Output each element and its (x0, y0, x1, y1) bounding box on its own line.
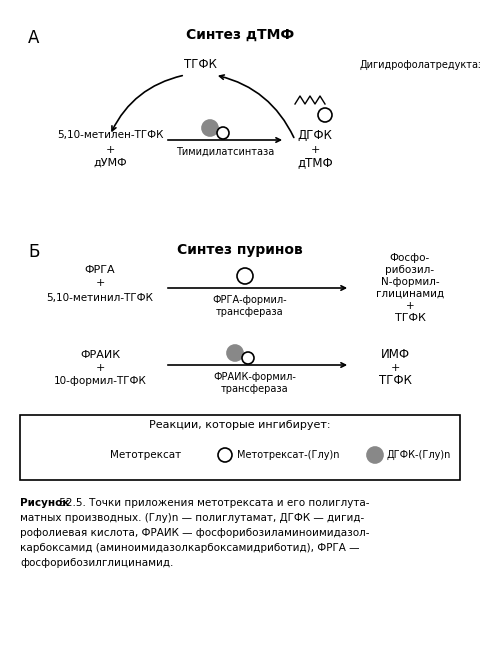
Circle shape (227, 345, 242, 361)
Text: дТМФ: дТМФ (297, 156, 332, 170)
Text: ФРГА: ФРГА (84, 265, 115, 275)
Text: трансфераза: трансфераза (221, 384, 288, 394)
Text: ФРАИК: ФРАИК (80, 350, 120, 360)
Text: Б: Б (28, 243, 39, 261)
Text: +: + (310, 145, 319, 155)
Text: карбоксамид (аминоимидазолкарбоксамидриботид), ФРГА —: карбоксамид (аминоимидазолкарбоксамидриб… (20, 543, 359, 553)
Text: +: + (95, 363, 105, 373)
Circle shape (317, 108, 331, 122)
Text: 52.5. Точки приложения метотрексата и его полиглута-: 52.5. Точки приложения метотрексата и ег… (56, 498, 369, 508)
Text: ТГФК: ТГФК (394, 313, 424, 323)
Circle shape (241, 352, 253, 364)
Text: +: + (405, 301, 413, 311)
Text: трансфераза: трансфераза (216, 307, 283, 317)
Text: А: А (28, 29, 39, 47)
Text: Синтез дТМФ: Синтез дТМФ (185, 28, 293, 42)
Circle shape (216, 127, 228, 139)
Text: +: + (95, 278, 105, 288)
Text: +: + (389, 363, 399, 373)
Text: Фосфо-: Фосфо- (389, 253, 429, 263)
Text: Метотрексат-(Глу)n: Метотрексат-(Глу)n (237, 450, 339, 460)
Text: фосфорибозилглицинамид.: фосфорибозилглицинамид. (20, 558, 173, 568)
Text: ТГФК: ТГФК (378, 374, 410, 387)
Text: ФРГА-формил-: ФРГА-формил- (212, 295, 287, 305)
Text: 5,10-метилен-ТГФК: 5,10-метилен-ТГФК (57, 130, 163, 140)
Text: дУМФ: дУМФ (93, 158, 127, 168)
Text: Тимидилатсинтаза: Тимидилатсинтаза (176, 147, 274, 157)
Text: ДГФК-(Глу)n: ДГФК-(Глу)n (386, 450, 450, 460)
Text: Метотрексат: Метотрексат (110, 450, 181, 460)
Text: N-формил-: N-формил- (380, 277, 438, 287)
Circle shape (366, 447, 382, 463)
Text: ФРАИК-формил-: ФРАИК-формил- (213, 372, 296, 382)
Text: глицинамид: глицинамид (375, 289, 443, 299)
Text: матных производных. (Глу)n — полиглутамат, ДГФК — дигид-: матных производных. (Глу)n — полиглутама… (20, 513, 363, 523)
Text: рибозил-: рибозил- (384, 265, 433, 275)
Text: 5,10-метинил-ТГФК: 5,10-метинил-ТГФК (47, 293, 153, 303)
Text: Рисунок: Рисунок (20, 498, 69, 508)
Circle shape (237, 268, 252, 284)
Text: Синтез пуринов: Синтез пуринов (177, 243, 302, 257)
FancyBboxPatch shape (20, 415, 459, 480)
Text: ДГФК: ДГФК (297, 129, 332, 142)
Text: ИМФ: ИМФ (380, 348, 408, 362)
Circle shape (217, 448, 231, 462)
Text: 10-формил-ТГФК: 10-формил-ТГФК (53, 376, 146, 386)
Circle shape (202, 120, 217, 136)
Text: Реакции, которые ингибирует:: Реакции, которые ингибирует: (149, 420, 330, 430)
Text: рофолиевая кислота, ФРАИК — фосфорибозиламиноимидазол-: рофолиевая кислота, ФРАИК — фосфорибозил… (20, 528, 369, 538)
Text: Дигидрофолатредуктаза: Дигидрофолатредуктаза (359, 60, 480, 70)
Text: ТГФК: ТГФК (183, 58, 216, 72)
Text: +: + (105, 145, 114, 155)
